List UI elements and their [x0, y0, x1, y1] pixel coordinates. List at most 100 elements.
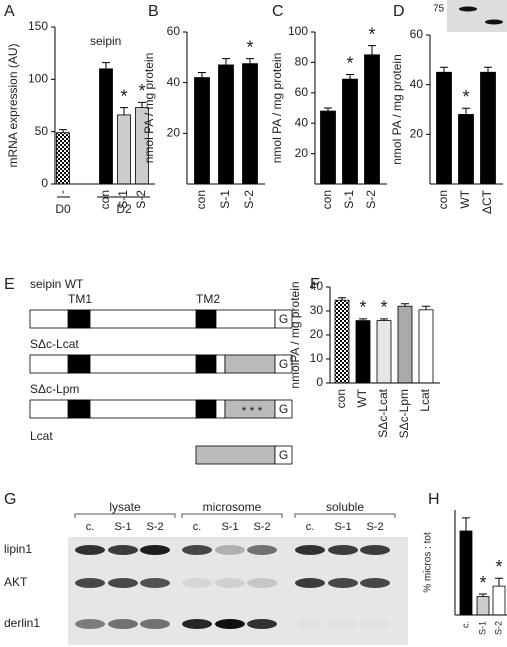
- lane-label: c.: [86, 521, 95, 533]
- bar: [480, 71, 496, 185]
- y-tick-label: 40: [410, 77, 424, 91]
- x-tick-label: con: [320, 190, 334, 209]
- y-tick-label: 10: [310, 351, 324, 365]
- bar: [459, 530, 473, 616]
- blot-band: [215, 545, 245, 555]
- y-tick-label: 100: [288, 24, 308, 38]
- y-tick-label: 60: [410, 27, 424, 41]
- significance-star: *: [368, 24, 375, 44]
- bar: [242, 63, 258, 185]
- blot-band: [360, 619, 390, 629]
- panel-letter: H: [428, 491, 440, 508]
- bar: [436, 71, 452, 185]
- x-tick-label: SΔc-Lcat: [376, 388, 390, 437]
- tag-label: G: [279, 402, 288, 416]
- error-bar: [440, 66, 448, 73]
- fraction-bracket: [294, 513, 396, 518]
- x-tick-label: S-1: [477, 621, 487, 635]
- construct-name: SΔc-Lcat: [30, 337, 79, 351]
- x-tick-label: S-2: [364, 190, 378, 209]
- significance-star: *: [359, 298, 366, 318]
- panel-letter: G: [4, 491, 16, 508]
- y-axis-label: nmol PA / mg protein: [270, 53, 284, 164]
- bar: [56, 132, 70, 185]
- bar: [458, 114, 474, 185]
- blot-band: [182, 619, 212, 629]
- blot-band: [108, 619, 138, 629]
- blot-band: [108, 578, 138, 588]
- error-bar: [422, 305, 430, 310]
- error-bar: [495, 577, 503, 587]
- construct-name: Lcat: [30, 429, 53, 443]
- blot-band: [328, 545, 358, 555]
- bar: [492, 585, 506, 616]
- lane-label: S-2: [253, 521, 270, 533]
- blot-band: [75, 578, 105, 588]
- lane-label: c.: [306, 521, 315, 533]
- error-bar: [380, 318, 388, 321]
- error-bar: [346, 74, 354, 80]
- blot-band: [140, 545, 170, 555]
- blot-band: [295, 578, 325, 588]
- diagram: E seipin WT TM1 TM2 G SΔc-Lcat G SΔc-Lpm…: [4, 276, 293, 465]
- error-bar: [462, 517, 470, 531]
- x-tick-label: con: [98, 190, 112, 209]
- blot-band: [485, 19, 503, 25]
- significance-star: *: [246, 37, 253, 57]
- mutation-label: * * *: [242, 404, 263, 418]
- x-tick-label: ΔCT: [480, 189, 494, 214]
- bar: [376, 320, 392, 384]
- significance-star: *: [479, 573, 486, 593]
- lane-label: c.: [193, 521, 202, 533]
- fraction-bracket: [74, 513, 176, 518]
- bar: [355, 320, 371, 384]
- group-label: D0: [55, 202, 71, 216]
- y-tick-label: 20: [167, 126, 181, 140]
- bar: [320, 110, 336, 185]
- blot-band: [247, 545, 277, 555]
- blot-band: [182, 545, 212, 555]
- inset-marker: 75: [433, 4, 445, 15]
- x-tick-label: con: [194, 190, 208, 209]
- error-bar: [138, 101, 146, 108]
- x-tick-label: WT: [458, 189, 472, 208]
- blot-band: [459, 6, 477, 12]
- error-bar: [401, 303, 409, 307]
- construct-bar: [29, 309, 276, 329]
- row-label: lipin1: [4, 542, 32, 556]
- bar: [218, 64, 234, 185]
- lane-label: S-1: [334, 521, 351, 533]
- x-tick-label: S-2: [242, 190, 256, 209]
- bar: [99, 68, 113, 185]
- error-bar: [120, 107, 128, 115]
- domain-label: TM1: [68, 292, 92, 306]
- blot-band: [247, 619, 277, 629]
- y-tick-label: 20: [410, 127, 424, 141]
- blot-band: [75, 619, 105, 629]
- error-bar: [359, 318, 367, 321]
- tag-label: G: [279, 448, 288, 462]
- blot-band: [295, 545, 325, 555]
- tm-domain: [195, 399, 217, 419]
- bar: [364, 54, 380, 185]
- blot-band: [328, 619, 358, 629]
- error-bar: [198, 72, 206, 78]
- y-tick-label: 20: [310, 327, 324, 341]
- y-tick-label: 100: [28, 72, 48, 86]
- blot-band: [247, 578, 277, 588]
- tag-box: [274, 309, 293, 329]
- x-tick-label: con: [436, 190, 450, 209]
- x-tick-label: c.: [460, 621, 470, 628]
- panel-letter: F: [310, 276, 320, 293]
- y-axis-label: nmol PA / mg protein: [142, 53, 156, 164]
- blot-band: [75, 545, 105, 555]
- x-tick-label: con: [334, 389, 348, 408]
- y-tick-label: 80: [295, 55, 309, 69]
- y-tick-label: 150: [28, 19, 48, 33]
- lane-label: S-2: [146, 521, 163, 533]
- x-tick-label: S-1: [116, 190, 130, 209]
- blot-band: [360, 545, 390, 555]
- y-tick-label: 50: [35, 124, 49, 138]
- fraction-bracket: [181, 513, 283, 518]
